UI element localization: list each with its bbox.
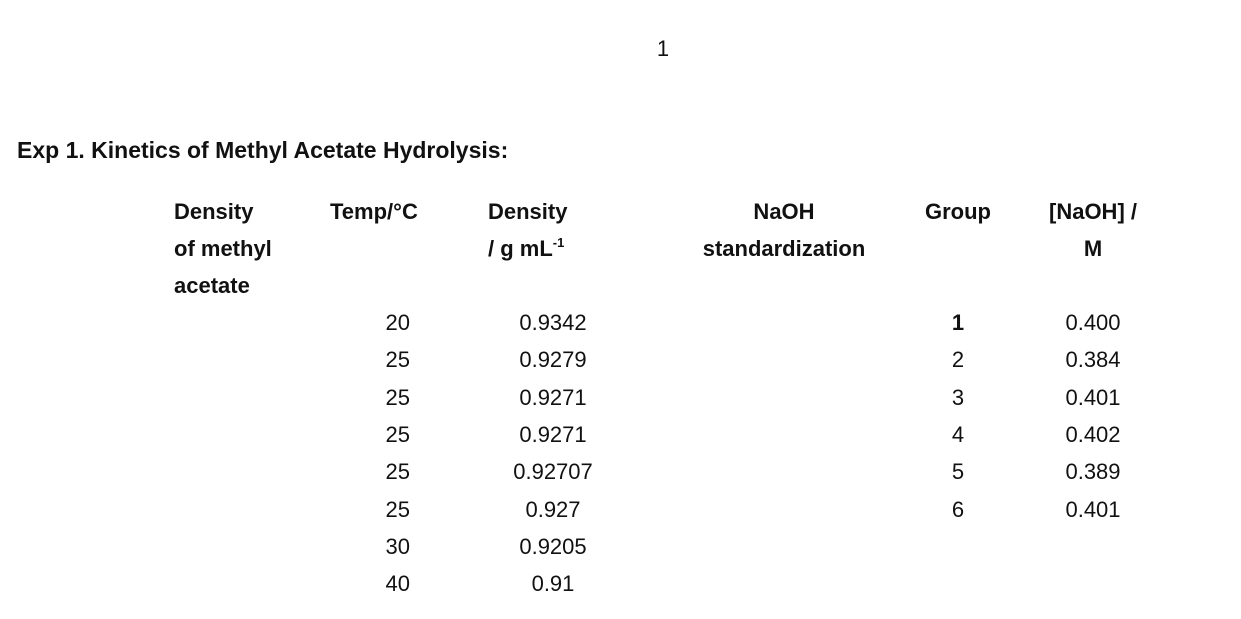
- density-header: Density / g mL-1: [488, 193, 567, 267]
- group-cell: 3: [951, 384, 965, 410]
- group-cell: 2: [951, 347, 965, 373]
- conc-cell: 0.384: [1065, 347, 1121, 373]
- label-line: acetate: [174, 273, 250, 298]
- density-cell: 0.91: [531, 571, 575, 597]
- density-cell: 0.9271: [519, 421, 587, 447]
- header-line: / g mL-1: [488, 230, 567, 267]
- temp-cell: 25: [385, 496, 410, 522]
- heading: Exp 1. Kinetics of Methyl Acetate Hydrol…: [17, 137, 509, 163]
- superscript: -1: [552, 235, 565, 250]
- group-cell: 5: [951, 459, 965, 485]
- conc-cell: 0.402: [1065, 421, 1121, 447]
- temp-cell: 30: [385, 533, 410, 559]
- naoh-label: NaOH standardization: [703, 193, 866, 267]
- conc-cell: 0.389: [1065, 459, 1121, 485]
- temp-cell: 25: [385, 384, 410, 410]
- temp-cell: 40: [385, 571, 410, 597]
- page-number: 1: [656, 36, 670, 61]
- conc-cell: 0.400: [1065, 310, 1121, 335]
- label-line: Density: [174, 199, 254, 224]
- conc-cell: 0.401: [1065, 496, 1121, 522]
- group-cell: 6: [951, 496, 965, 522]
- temp-cell: 25: [385, 421, 410, 447]
- label-line: of methyl: [174, 236, 272, 261]
- conc-cell: 0.401: [1065, 384, 1121, 410]
- group-header: Group: [925, 199, 991, 224]
- density-cell: 0.9271: [519, 384, 587, 410]
- temp-header: Temp/°C: [330, 199, 418, 224]
- density-cell: 0.9279: [519, 347, 587, 373]
- header-line: [NaOH] /: [1049, 199, 1137, 224]
- label-line: NaOH: [753, 199, 815, 224]
- group-cell: 1: [951, 310, 965, 335]
- header-line: Density: [488, 199, 568, 224]
- conc-header: [NaOH] / M: [1049, 193, 1137, 267]
- header-text: / g mL: [488, 236, 553, 261]
- header-line: M: [1083, 236, 1103, 261]
- density-label: Density of methyl acetate: [174, 193, 272, 304]
- temp-cell: 25: [385, 459, 410, 485]
- density-cell: 0.927: [525, 496, 581, 522]
- density-cell: 0.9205: [519, 533, 587, 559]
- temp-cell: 25: [385, 347, 410, 373]
- label-line: standardization: [702, 236, 866, 261]
- group-cell: 4: [951, 421, 965, 447]
- temp-cell: 20: [385, 310, 410, 335]
- density-cell: 0.9342: [519, 310, 587, 335]
- density-cell: 0.92707: [513, 459, 593, 485]
